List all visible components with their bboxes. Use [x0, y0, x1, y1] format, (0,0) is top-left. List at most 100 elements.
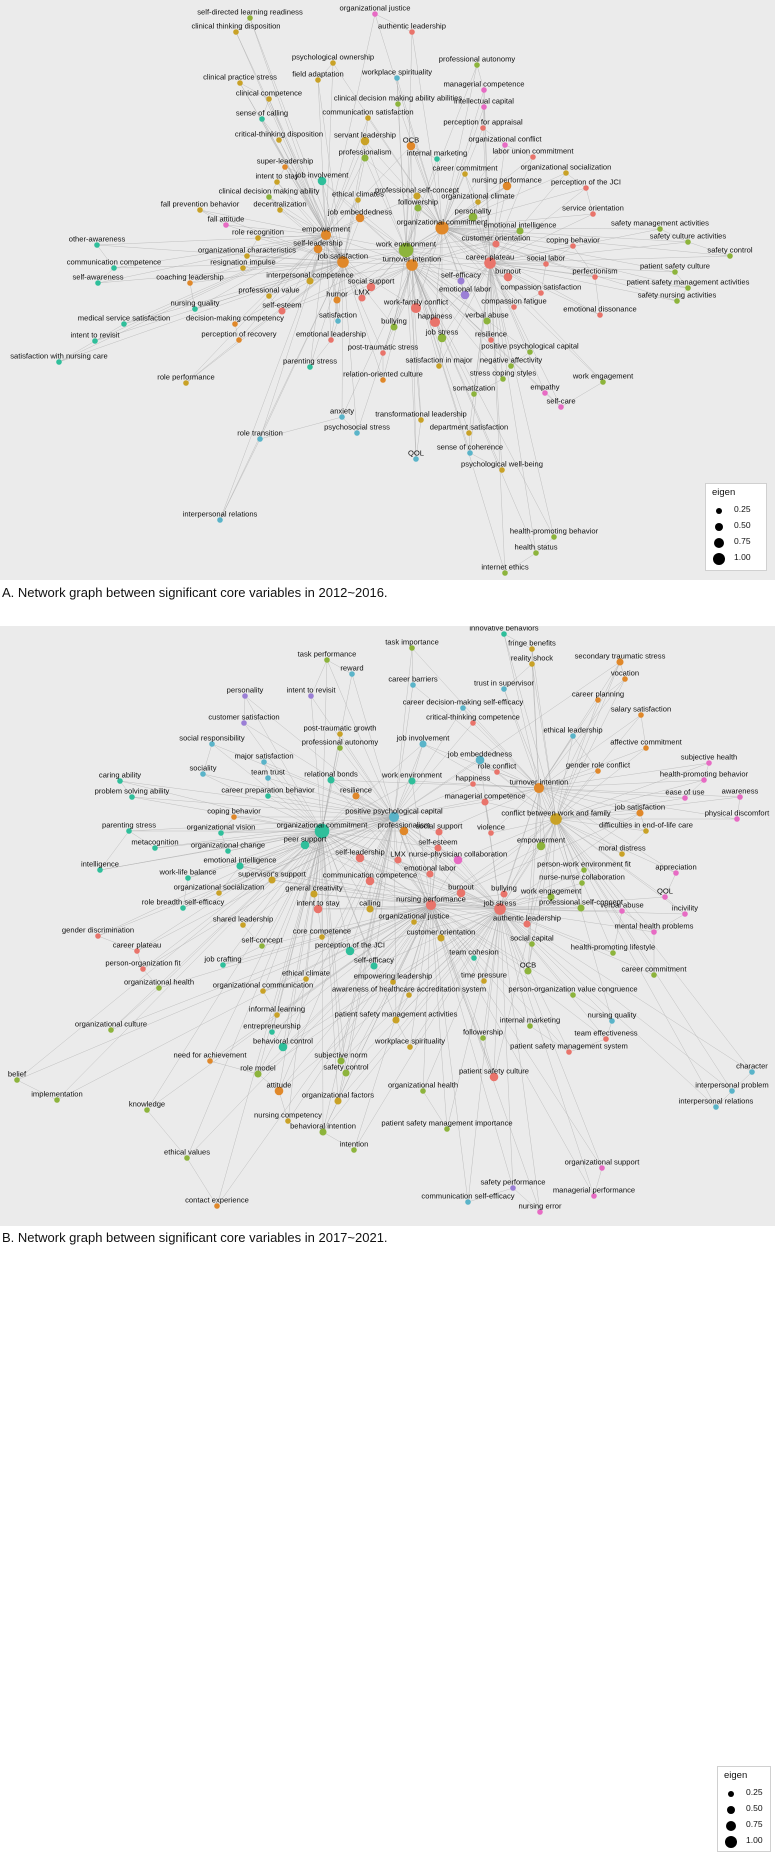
network-edge: [499, 882, 583, 910]
network-edge: [621, 830, 647, 855]
network-edge: [499, 908, 531, 1027]
network-node: [533, 550, 539, 556]
network-node: [570, 992, 576, 998]
network-node: [261, 759, 267, 765]
network-edge: [441, 227, 515, 308]
network-node: [583, 185, 589, 191]
network-edge: [142, 830, 323, 970]
network-node-label: department satisfaction: [430, 423, 509, 432]
network-edge: [321, 830, 371, 910]
network-edge: [430, 904, 469, 1203]
network-node: [300, 840, 310, 850]
network-node: [516, 227, 524, 235]
network-edge: [353, 908, 501, 1151]
network-node-label: internet ethics: [481, 563, 528, 572]
network-node: [394, 75, 400, 81]
network-node: [527, 1023, 533, 1029]
network-node-label: happiness: [456, 774, 491, 783]
network-edge: [550, 896, 582, 909]
network-edge: [359, 217, 413, 266]
network-node-label: role conflict: [478, 762, 517, 771]
network-edge: [504, 144, 534, 158]
network-edge: [340, 908, 501, 1062]
network-node: [259, 943, 265, 949]
network-node: [701, 777, 707, 783]
network-node-label: OCB: [403, 136, 419, 145]
network-node-label: ease of use: [665, 788, 704, 797]
network-node: [268, 876, 276, 884]
network-edge: [261, 904, 432, 947]
network-edge: [503, 787, 540, 895]
network-node: [337, 745, 343, 751]
network-node: [558, 404, 564, 410]
network-edge: [538, 747, 647, 789]
network-edge: [317, 248, 407, 251]
network-edge: [489, 262, 562, 408]
network-node-label: behavioral intention: [290, 1122, 356, 1131]
network-node-label: interpersonal relations: [679, 1097, 754, 1106]
network-node: [488, 830, 494, 836]
network-node-label: stress coping styles: [470, 369, 536, 378]
network-edge: [136, 830, 323, 952]
network-edge: [531, 663, 540, 789]
network-edge: [438, 337, 443, 367]
network-edge: [535, 536, 555, 554]
network-edge: [441, 227, 601, 316]
network-node: [220, 962, 226, 968]
network-node-label: emotional intelligence: [203, 856, 276, 865]
network-node-label: organizational culture: [75, 1020, 147, 1029]
network-edge: [154, 830, 323, 849]
network-node-label: professional self-concept: [375, 186, 460, 195]
network-node: [523, 920, 531, 928]
network-edge: [218, 865, 241, 894]
network-edge: [640, 714, 647, 749]
network-node: [14, 1077, 20, 1083]
network-node-label: satisfaction: [319, 311, 357, 320]
network-node: [209, 741, 215, 747]
network-edge: [321, 779, 332, 832]
network-edge: [411, 264, 531, 353]
network-node-label: health-promoting behavior: [510, 527, 599, 536]
network-node-label: ethical values: [164, 1148, 210, 1157]
network-edge: [495, 230, 521, 245]
network-edge: [489, 230, 521, 264]
network-edge: [462, 707, 540, 789]
network-edge: [187, 816, 395, 879]
network-node: [278, 307, 286, 315]
network-node: [365, 115, 371, 121]
network-edge: [322, 816, 395, 1133]
network-edge: [538, 787, 552, 898]
network-edge: [261, 830, 323, 947]
network-edge: [321, 780, 413, 832]
network-node-label: career commitment: [433, 164, 499, 173]
network-edge: [369, 880, 501, 910]
network-node-label: followership: [398, 198, 438, 207]
network-node: [244, 253, 250, 259]
network-edge: [572, 735, 599, 772]
network-edge: [446, 908, 501, 1130]
network-edge: [555, 818, 655, 933]
network-node: [266, 96, 272, 102]
network-node-label: psychological ownership: [292, 53, 374, 62]
network-node-label: organizational socialization: [521, 163, 612, 172]
network-node: [538, 290, 544, 296]
network-edge: [339, 747, 395, 818]
network-edge: [489, 262, 515, 308]
network-node-label: clinical thinking disposition: [191, 22, 280, 31]
network-edge: [369, 904, 432, 910]
network-edge: [131, 796, 323, 832]
network-node: [595, 768, 601, 774]
network-node-label: burnout: [495, 267, 522, 276]
legend-dot-icon: [727, 1806, 735, 1814]
network-edge: [56, 904, 432, 1101]
network-edge: [482, 908, 501, 1039]
network-node-label: implementation: [31, 1090, 83, 1099]
network-edge: [499, 908, 595, 1197]
network-edge: [659, 228, 689, 243]
network-edge: [313, 816, 395, 895]
network-node-label: perception of the JCI: [315, 941, 385, 950]
network-node: [414, 204, 422, 212]
network-edge: [482, 127, 506, 146]
network-node: [352, 792, 360, 800]
network-node-label: entrepreneurship: [243, 1022, 300, 1031]
